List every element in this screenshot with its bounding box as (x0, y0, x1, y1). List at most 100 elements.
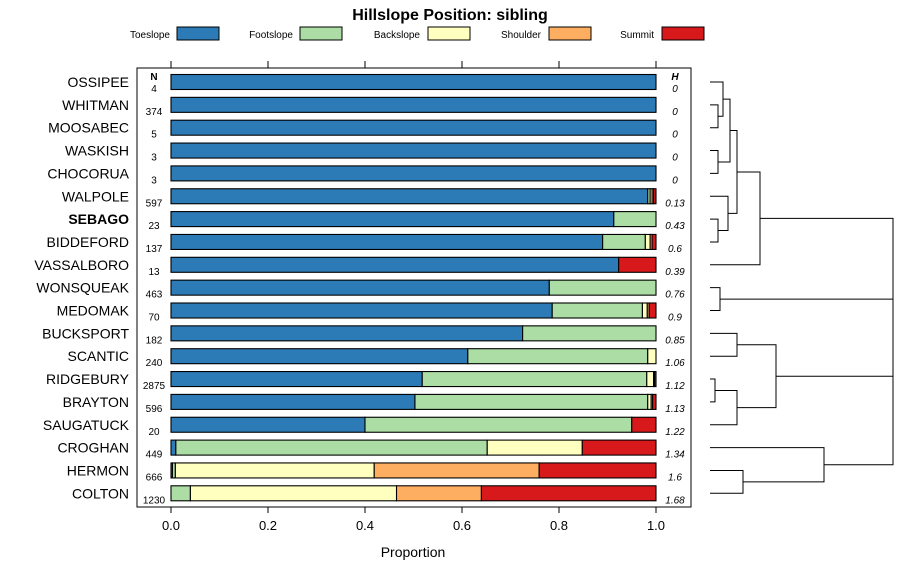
x-axis: 0.0 0.2 0.4 0.6 0.8 1.0 (162, 507, 665, 533)
row-n-value: 374 (146, 107, 163, 118)
bar-segment (170, 325, 524, 342)
bar-segment (618, 256, 657, 273)
top-tick-marks (170, 61, 657, 68)
row-label: WASKISH (65, 143, 129, 159)
bar-segment (467, 348, 649, 365)
dendrogram-link (710, 332, 738, 357)
row-h-value: 0 (672, 84, 678, 95)
row-label: CROGHAN (57, 440, 129, 456)
bar-segment (170, 393, 416, 410)
h-column-header: H (671, 72, 679, 83)
plot-frame (136, 67, 692, 508)
legend-swatch (661, 26, 705, 41)
row-n-value: 182 (146, 335, 163, 346)
row-n-value: 3 (151, 175, 157, 186)
dendrogram-link (720, 217, 894, 300)
dendrogram-link (710, 447, 825, 483)
bar-segment (551, 302, 643, 319)
x-tick-label: 0.6 (453, 518, 471, 533)
bar-segment (414, 393, 649, 410)
bar-segment (646, 370, 655, 388)
dendrogram-link (710, 287, 721, 311)
legend-label: Backslope (374, 30, 421, 41)
bar-segment (364, 416, 633, 433)
row-label: SCANTIC (68, 348, 129, 364)
row-h-value: 0.9 (668, 313, 682, 324)
row-label: VASSALBORO (34, 257, 129, 273)
row-n-value: 463 (146, 290, 163, 301)
row-h-value: 1.34 (665, 450, 685, 461)
row-h-value: 1.22 (665, 427, 685, 438)
bar-segment (538, 462, 657, 479)
row-label: COLTON (72, 485, 129, 501)
legend-swatch (427, 26, 471, 41)
bar-segment (644, 233, 651, 250)
dendrogram-link (710, 150, 719, 174)
dendrogram-link (737, 344, 777, 409)
bar-segment (170, 348, 469, 365)
x-tick-label: 0.2 (259, 518, 277, 533)
row-n-value: 666 (146, 472, 163, 483)
legend-label: Summit (620, 30, 654, 41)
row-label: BIDDEFORD (47, 234, 129, 250)
dendrogram-link (728, 130, 738, 214)
x-tick-label: 1.0 (647, 518, 665, 533)
dendrogram-link (710, 389, 738, 426)
n-column-header: N (150, 72, 157, 83)
row-label: SAUGATUCK (43, 417, 130, 433)
row-h-value: 0.39 (665, 267, 685, 278)
dendrogram-link (710, 378, 716, 403)
row-h-value: 0.13 (665, 198, 685, 209)
row-h-value: 0 (672, 175, 678, 186)
row-label: SEBAGO (68, 211, 129, 227)
legend-swatch (176, 26, 220, 41)
row-n-value: 3 (151, 153, 157, 164)
row-n-value: 2875 (143, 381, 166, 392)
bar-segment (170, 233, 604, 250)
legend-swatch (299, 26, 343, 41)
bar-segment (175, 439, 488, 456)
bar-segment (480, 485, 657, 502)
row-n-value: 1230 (143, 495, 166, 506)
bar-segment (373, 462, 540, 479)
row-label: BRAYTON (63, 394, 129, 410)
row-h-value: 0.85 (665, 335, 685, 346)
row-h-value: 1.06 (665, 358, 685, 369)
dendrogram-link (718, 98, 731, 163)
bar-segment (648, 302, 657, 319)
bar-segment (170, 439, 177, 456)
bar-segment (170, 96, 657, 113)
row-n-value: 4 (151, 84, 157, 95)
row-label: MOOSABEC (48, 120, 129, 136)
bar-segment (486, 439, 583, 456)
row-h-value: 0 (672, 107, 678, 118)
bar-segment (174, 462, 375, 479)
row-n-value: 70 (148, 313, 160, 324)
bar-segment (189, 485, 398, 502)
chart-title: Hillslope Position: sibling (352, 7, 548, 24)
row-n-value: 20 (148, 427, 160, 438)
x-tick-label: 0.0 (162, 518, 180, 533)
bar-segment (170, 211, 615, 228)
row-label: RIDGEBURY (46, 371, 130, 387)
bar-segment (548, 279, 657, 296)
bar-segment (653, 188, 657, 205)
bar-segment (170, 302, 553, 319)
bar-segment (421, 370, 648, 388)
bar-segment (653, 370, 657, 388)
bar-segment (395, 485, 482, 502)
row-n-value: 597 (146, 198, 163, 209)
bar-segment (170, 165, 657, 182)
bar-segment (170, 279, 550, 296)
bar-segment (651, 233, 657, 250)
dendrogram-link (710, 195, 729, 232)
bar-segment (170, 256, 620, 273)
row-label: MEDOMAK (57, 303, 130, 319)
row-n-value: 5 (151, 130, 157, 141)
row-h-value: 0.43 (665, 221, 685, 232)
bar-rows: OSSIPEE 4 0 WHITMAN 374 0 MOOSABEC 5 0 WASKISH 3 0 C… (34, 73, 685, 506)
row-label: CHOCORUA (47, 165, 129, 181)
row-n-value: 137 (146, 244, 163, 255)
dendrogram-link (776, 375, 894, 466)
row-h-value: 0.76 (665, 290, 685, 301)
